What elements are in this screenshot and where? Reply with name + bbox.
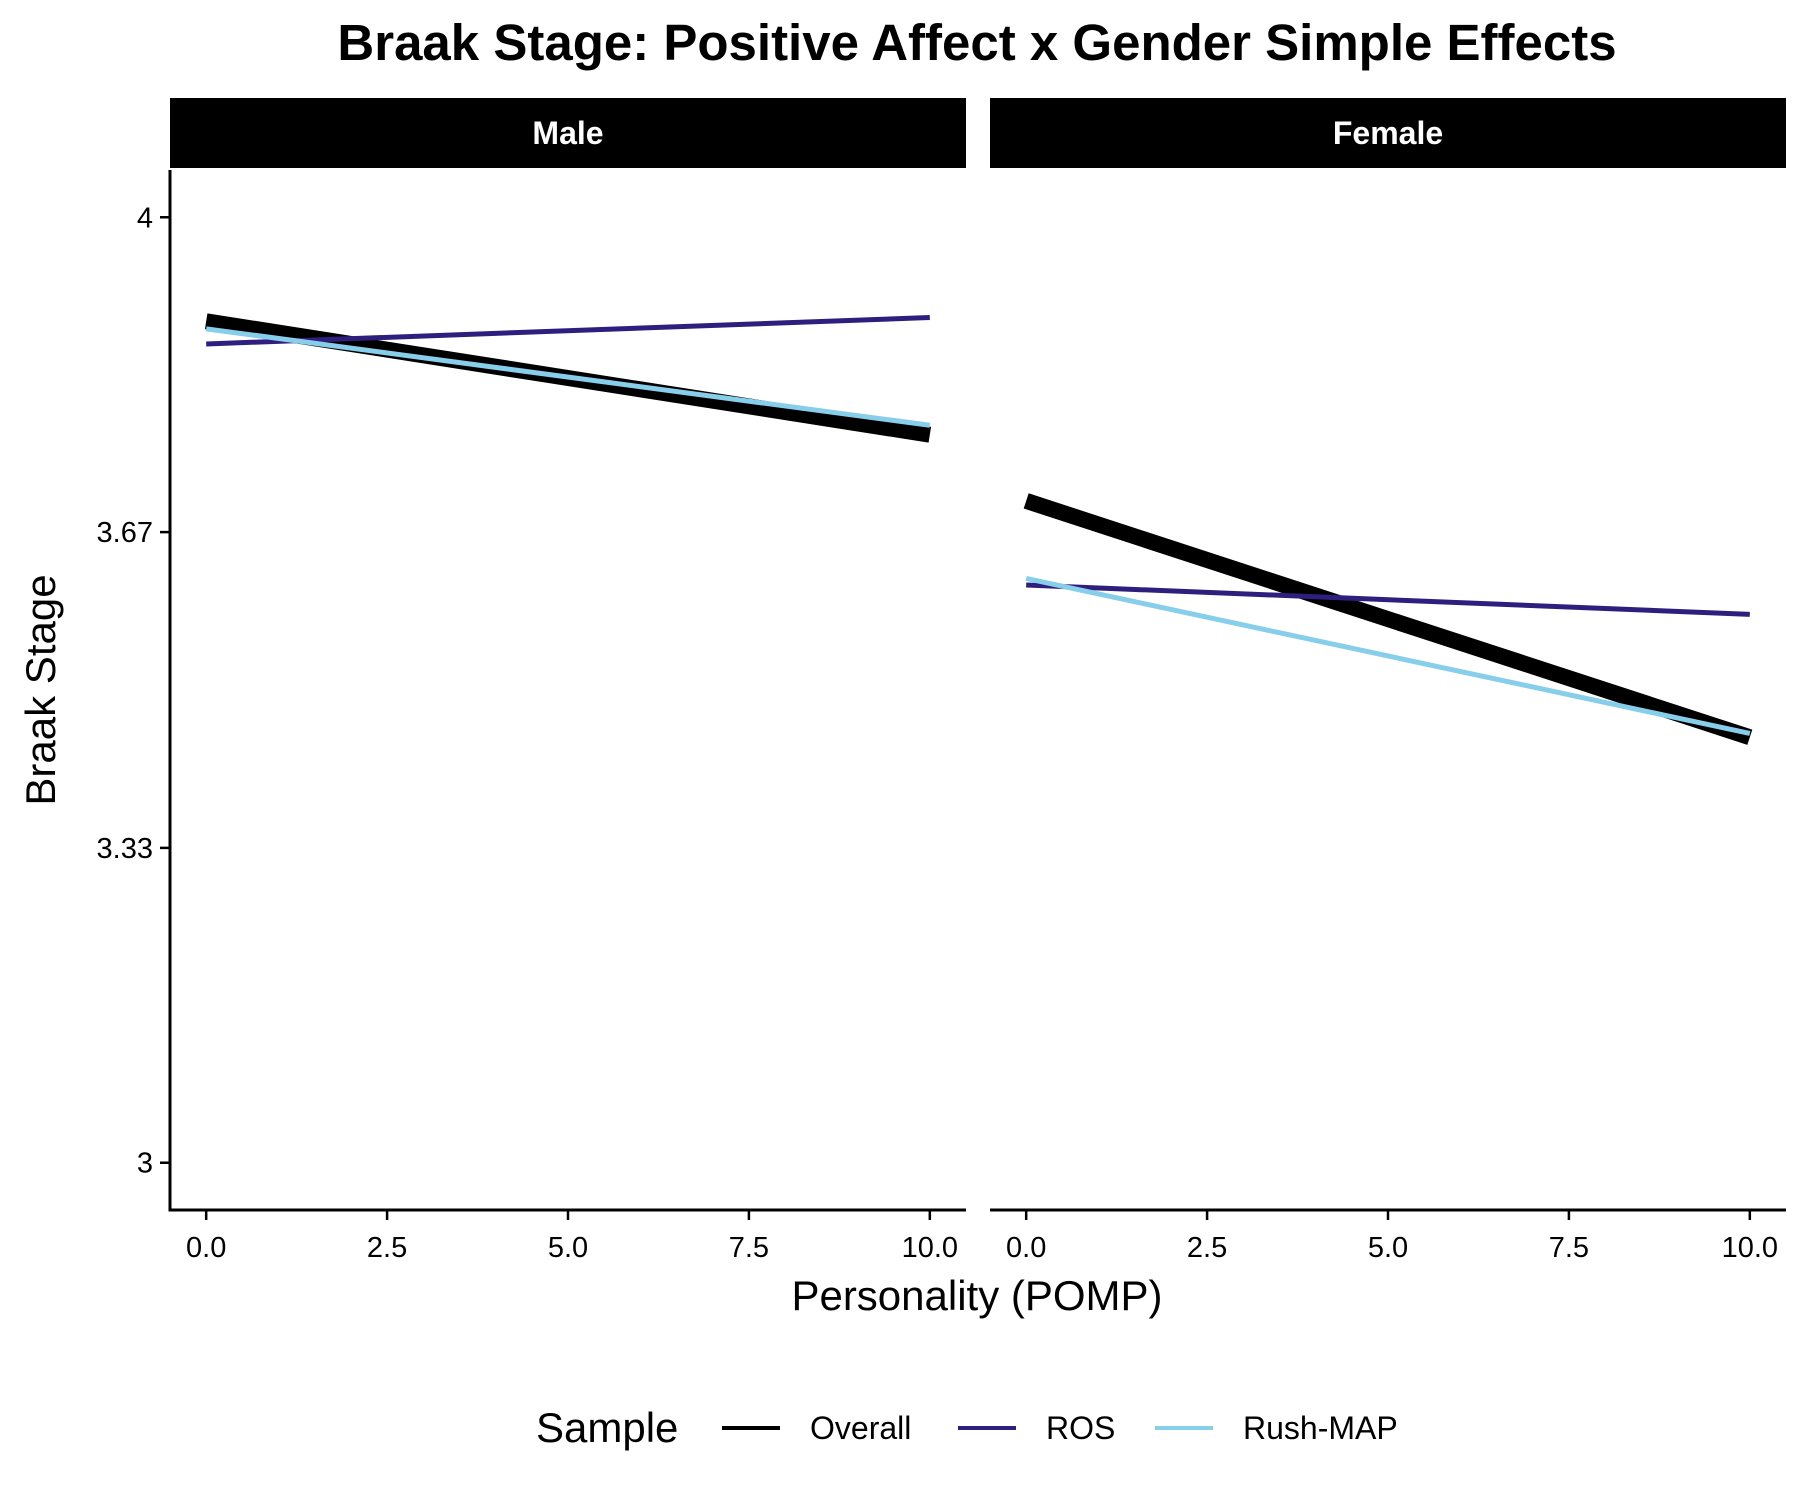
legend: Sample Overall ROS Rush-MAP <box>536 1404 1398 1451</box>
x-tick-label: 0.0 <box>1006 1232 1046 1264</box>
x-tick-label: 10.0 <box>1722 1232 1778 1264</box>
series-line-ros <box>1026 582 1750 617</box>
facet-strip <box>990 98 1786 168</box>
y-axis-title: Braak Stage <box>17 574 64 805</box>
legend-label: Rush-MAP <box>1243 1410 1398 1446</box>
series-line-rush-map <box>205 326 931 428</box>
chart-title: Braak Stage: Positive Affect x Gender Si… <box>337 14 1616 71</box>
x-tick-label: 5.0 <box>548 1232 588 1264</box>
y-tick-label: 3.67 <box>97 517 153 549</box>
facet-strip-label: Male <box>532 115 603 151</box>
series-line-rush-map <box>1025 575 1751 736</box>
facet-strip <box>170 98 966 168</box>
x-axis-title: Personality (POMP) <box>791 1272 1162 1319</box>
legend-label: Overall <box>810 1410 911 1446</box>
x-tick-label: 7.5 <box>729 1232 769 1264</box>
series-line-overall <box>1023 493 1753 745</box>
y-tick-label: 4 <box>137 202 153 234</box>
series-line-ros <box>206 314 930 347</box>
x-tick-label: 2.5 <box>367 1232 407 1264</box>
panels-layer: Male 0.0 2.5 5.0 7.5 10.0 3 3.33 3.67 4 Female 0.0 2… <box>97 98 1786 1264</box>
x-tick-label: 10.0 <box>902 1232 958 1264</box>
legend-title: Sample <box>536 1404 678 1451</box>
panel-female: Female 0.0 2.5 5.0 7.5 10.0 <box>990 98 1786 1264</box>
legend-label: ROS <box>1046 1410 1115 1446</box>
facet-strip-label: Female <box>1333 115 1443 151</box>
x-tick-label: 7.5 <box>1549 1232 1589 1264</box>
y-tick-label: 3 <box>137 1148 153 1180</box>
x-tick-label: 5.0 <box>1368 1232 1408 1264</box>
x-tick-label: 2.5 <box>1187 1232 1227 1264</box>
panel-male: Male 0.0 2.5 5.0 7.5 10.0 3 3.33 3.67 4 <box>97 98 966 1264</box>
y-tick-label: 3.33 <box>97 833 153 865</box>
x-tick-label: 0.0 <box>186 1232 226 1264</box>
